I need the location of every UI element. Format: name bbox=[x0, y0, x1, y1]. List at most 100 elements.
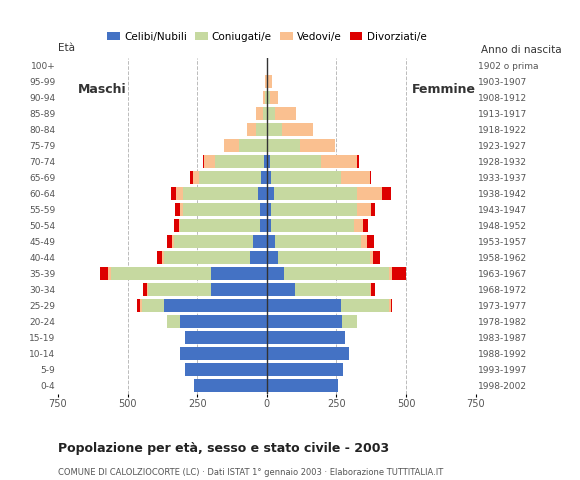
Bar bbox=[190, 171, 193, 184]
Bar bbox=[267, 299, 340, 312]
Text: Femmine: Femmine bbox=[412, 84, 476, 96]
Bar bbox=[166, 315, 180, 328]
Bar bbox=[321, 155, 357, 168]
Bar bbox=[198, 171, 261, 184]
Bar bbox=[157, 251, 162, 264]
Bar bbox=[284, 267, 389, 280]
Bar bbox=[357, 187, 382, 201]
Bar bbox=[263, 107, 267, 120]
Bar bbox=[267, 315, 342, 328]
Bar bbox=[371, 203, 375, 216]
Bar bbox=[267, 75, 268, 88]
Bar bbox=[295, 283, 370, 296]
Legend: Celibi/Nubili, Coniugati/e, Vedovi/e, Divorziati/e: Celibi/Nubili, Coniugati/e, Vedovi/e, Di… bbox=[103, 27, 430, 46]
Bar bbox=[194, 379, 267, 393]
Bar bbox=[137, 299, 140, 312]
Bar bbox=[271, 219, 354, 232]
Bar bbox=[260, 203, 267, 216]
Bar bbox=[266, 91, 267, 105]
Bar bbox=[267, 123, 282, 136]
Bar bbox=[267, 139, 300, 153]
Bar bbox=[100, 267, 108, 280]
Bar bbox=[193, 171, 198, 184]
Bar bbox=[389, 299, 391, 312]
Bar bbox=[179, 219, 180, 232]
Bar bbox=[267, 363, 343, 376]
Bar bbox=[250, 251, 267, 264]
Bar bbox=[180, 219, 260, 232]
Bar bbox=[354, 219, 363, 232]
Bar bbox=[370, 251, 372, 264]
Bar bbox=[260, 219, 267, 232]
Bar bbox=[340, 299, 389, 312]
Bar bbox=[267, 347, 349, 360]
Bar bbox=[211, 267, 267, 280]
Bar bbox=[183, 203, 260, 216]
Text: Popolazione per età, sesso e stato civile - 2003: Popolazione per età, sesso e stato civil… bbox=[58, 442, 389, 455]
Bar bbox=[392, 267, 406, 280]
Bar bbox=[183, 187, 259, 201]
Bar bbox=[180, 347, 267, 360]
Bar bbox=[357, 155, 358, 168]
Bar bbox=[361, 235, 367, 249]
Bar bbox=[108, 267, 111, 280]
Bar bbox=[142, 299, 164, 312]
Bar bbox=[184, 331, 267, 345]
Bar bbox=[261, 171, 267, 184]
Bar bbox=[148, 283, 211, 296]
Bar bbox=[340, 171, 370, 184]
Bar bbox=[173, 219, 179, 232]
Bar bbox=[147, 283, 148, 296]
Bar bbox=[267, 187, 274, 201]
Bar bbox=[267, 219, 271, 232]
Bar bbox=[271, 203, 357, 216]
Bar bbox=[367, 235, 374, 249]
Bar bbox=[267, 155, 270, 168]
Bar bbox=[275, 107, 296, 120]
Bar bbox=[264, 155, 267, 168]
Bar bbox=[256, 107, 263, 120]
Bar bbox=[173, 235, 253, 249]
Bar bbox=[271, 171, 340, 184]
Bar bbox=[267, 171, 271, 184]
Bar bbox=[253, 235, 267, 249]
Bar bbox=[166, 235, 172, 249]
Bar bbox=[111, 267, 211, 280]
Bar bbox=[266, 75, 267, 88]
Bar bbox=[342, 315, 357, 328]
Bar bbox=[267, 107, 275, 120]
Bar bbox=[164, 251, 250, 264]
Bar bbox=[180, 203, 183, 216]
Bar bbox=[270, 155, 321, 168]
Bar bbox=[357, 203, 371, 216]
Bar bbox=[211, 283, 267, 296]
Bar bbox=[164, 299, 267, 312]
Bar bbox=[162, 251, 164, 264]
Bar bbox=[140, 299, 142, 312]
Bar bbox=[371, 283, 375, 296]
Bar bbox=[389, 267, 392, 280]
Text: Età: Età bbox=[58, 43, 75, 53]
Bar bbox=[267, 91, 270, 105]
Text: Anno di nascita: Anno di nascita bbox=[481, 45, 562, 55]
Bar bbox=[143, 283, 147, 296]
Bar bbox=[239, 139, 267, 153]
Bar bbox=[204, 155, 215, 168]
Bar bbox=[267, 283, 295, 296]
Bar bbox=[363, 219, 368, 232]
Bar bbox=[256, 123, 267, 136]
Bar bbox=[267, 235, 275, 249]
Bar bbox=[267, 331, 345, 345]
Bar bbox=[247, 123, 256, 136]
Bar bbox=[224, 139, 239, 153]
Bar bbox=[263, 91, 266, 105]
Bar bbox=[184, 363, 267, 376]
Bar bbox=[391, 299, 392, 312]
Bar bbox=[180, 315, 267, 328]
Bar bbox=[370, 283, 371, 296]
Bar bbox=[171, 187, 176, 201]
Bar bbox=[259, 187, 267, 201]
Bar bbox=[274, 187, 357, 201]
Bar bbox=[282, 123, 313, 136]
Bar bbox=[300, 139, 335, 153]
